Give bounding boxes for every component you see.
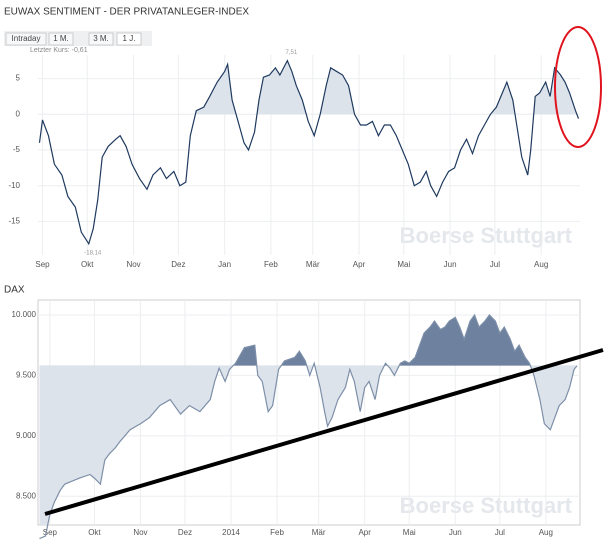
- tab-label[interactable]: 1 M.: [53, 34, 69, 43]
- x-tick-label: Feb: [270, 528, 284, 537]
- annotation: 7,51: [286, 50, 298, 56]
- y-tick-label: 9.500: [16, 371, 37, 380]
- x-tick-label: Jan: [218, 260, 231, 269]
- x-tick-label: Jul: [490, 260, 500, 269]
- y-tick-label: 8.500: [16, 491, 37, 500]
- tab-label[interactable]: 1 J.: [123, 34, 136, 43]
- y-tick-label: 10.000: [12, 310, 37, 319]
- x-tick-label: Aug: [534, 260, 548, 269]
- x-tick-label: Apr: [353, 260, 366, 269]
- tab[interactable]: [5, 32, 47, 46]
- area-below: [39, 365, 578, 526]
- line: [39, 313, 578, 540]
- x-tick-label: Sep: [35, 260, 50, 269]
- y-tick-label: 5: [16, 74, 21, 83]
- x-tick-label: Dez: [178, 528, 192, 537]
- trend-line: [44, 348, 604, 516]
- tab-label[interactable]: 3 M.: [93, 34, 109, 43]
- y-tick-label: -15: [8, 217, 20, 226]
- x-tick-label: Nov: [126, 260, 140, 269]
- x-tick-label: Jul: [495, 528, 505, 537]
- y-tick-label: -10: [8, 181, 20, 190]
- x-tick-label: Mai: [397, 260, 410, 269]
- y-tick-label: -5: [13, 145, 21, 154]
- x-tick-label: Feb: [264, 260, 278, 269]
- x-tick-label: Nov: [133, 528, 147, 537]
- y-tick-label: 9.000: [16, 431, 37, 440]
- x-tick-label: Apr: [358, 528, 371, 537]
- x-tick-label: Okt: [88, 528, 101, 537]
- x-tick-label: Jun: [444, 260, 457, 269]
- chart-title: EUWAX SENTIMENT - DER PRIVATANLEGER-INDE…: [4, 7, 249, 18]
- last-price: Letzter Kurs: -0,61: [30, 47, 88, 54]
- x-tick-label: Mär: [312, 528, 326, 537]
- highlight-circle: [554, 26, 602, 148]
- x-tick-label: 2014: [222, 528, 240, 537]
- x-tick-label: Aug: [539, 528, 553, 537]
- line: [38, 59, 580, 246]
- x-tick-label: Mär: [306, 260, 320, 269]
- tab[interactable]: [88, 32, 114, 46]
- area-above: [39, 60, 579, 115]
- watermark: Boerse Stuttgart: [400, 223, 573, 248]
- annotation: -18,14: [84, 250, 102, 256]
- chart-title: DAX: [4, 285, 25, 296]
- x-tick-label: Mai: [403, 528, 416, 537]
- tab-label[interactable]: Intraday: [12, 34, 41, 43]
- tab[interactable]: [48, 32, 74, 46]
- x-tick-label: Jun: [449, 528, 462, 537]
- plot-frame: [37, 299, 581, 526]
- tab-active[interactable]: [116, 32, 142, 46]
- x-tick-label: Sep: [43, 528, 58, 537]
- x-tick-label: Okt: [81, 260, 94, 269]
- x-tick-label: Dez: [171, 260, 185, 269]
- charts: Boerse Stuttgart -15 -10 -5 0 5 Sep Okt Nov Dez Ja…: [8, 50, 581, 540]
- y-tick-label: 0: [16, 109, 21, 118]
- area-above: [233, 314, 531, 366]
- watermark: Boerse Stuttgart: [400, 493, 573, 518]
